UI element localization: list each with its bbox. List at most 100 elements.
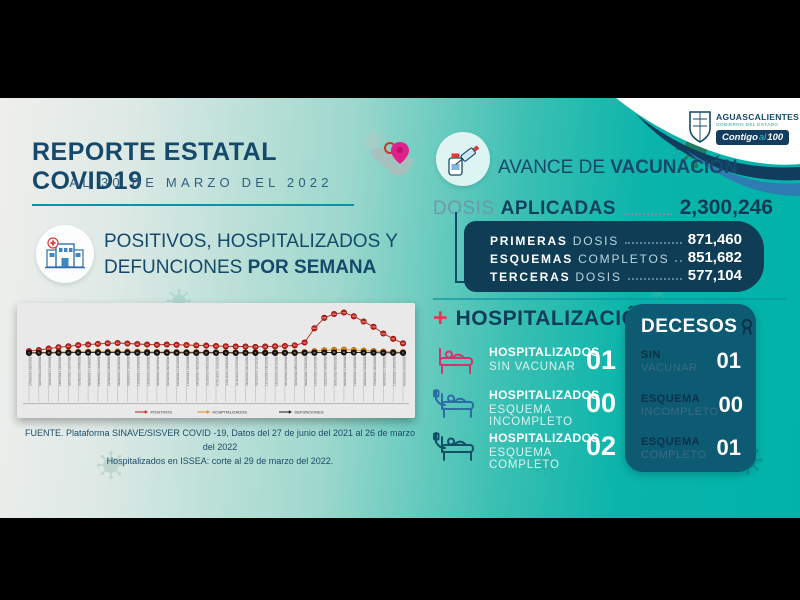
svg-text:15/08/2021-21/08/2021: 15/08/2021-21/08/2021: [97, 355, 101, 386]
mexico-map-pin-icon: [370, 142, 414, 176]
svg-text:27/02/2022-05/03/2022: 27/02/2022-05/03/2022: [373, 355, 377, 386]
svg-text:20/02/2022-26/02/2022: 20/02/2022-26/02/2022: [363, 355, 367, 386]
doses-row-esquemas: ESQUEMAS COMPLETOS 851,682: [490, 248, 742, 266]
svg-text:430: 430: [234, 346, 238, 348]
syringe-vial-icon: [448, 145, 480, 176]
svg-text:30/01/2022-05/02/2022: 30/01/2022-05/02/2022: [333, 355, 337, 386]
dose-row-value: 851,682: [687, 249, 742, 266]
vaccination-title-regular: AVANCE DE: [498, 157, 605, 178]
bed-complete-scheme-icon: [433, 432, 474, 461]
hospitalization-row-label: HOSPITALIZADOS ESQUEMA INCOMPLETO: [489, 388, 619, 428]
dotted-leader: [625, 242, 682, 244]
page-title: REPORTE ESTATAL COVID19: [32, 138, 277, 195]
hospitalization-count: 01: [585, 345, 616, 375]
svg-text:29/08/2021-04/09/2021: 29/08/2021-04/09/2021: [117, 355, 121, 386]
svg-text:1650: 1650: [312, 328, 317, 330]
svg-text:510: 510: [293, 345, 297, 347]
svg-text:13/02/2022-19/02/2022: 13/02/2022-19/02/2022: [353, 355, 357, 386]
svg-text:18: 18: [166, 353, 169, 355]
svg-text:19: 19: [156, 353, 159, 355]
source-note: FUENTE. Plataforma SINAVE/SISVER COVID -…: [18, 426, 422, 468]
svg-text:11/07/2021-17/07/2021: 11/07/2021-17/07/2021: [48, 355, 52, 386]
vaccination-title: AVANCE DE VACUNACIÓN: [498, 157, 738, 179]
svg-text:13: 13: [205, 353, 208, 355]
svg-text:27/06/2021-03/07/2021: 27/06/2021-03/07/2021: [28, 355, 32, 386]
bed-incomplete-scheme-icon: [433, 389, 474, 418]
svg-text:20/03/2022-26/03/2022: 20/03/2022-26/03/2022: [402, 355, 406, 386]
svg-text:11: 11: [392, 353, 395, 355]
svg-text:570: 570: [86, 344, 90, 346]
svg-text:40: 40: [343, 352, 346, 354]
svg-text:410: 410: [254, 347, 258, 349]
svg-text:450: 450: [224, 346, 228, 348]
infographic-band: AGUASCALIENTES GOBIERNO DEL ESTADO Conti…: [0, 98, 800, 518]
section-title: POSITIVOS, HOSPITALIZADOS Y DEFUNCIONES …: [104, 229, 414, 281]
svg-text:16: 16: [382, 353, 385, 355]
svg-text:430: 430: [263, 346, 267, 348]
svg-text:2100: 2100: [361, 321, 366, 323]
svg-text:18/07/2021-24/07/2021: 18/07/2021-24/07/2021: [58, 355, 62, 386]
svg-text:570: 570: [165, 344, 169, 346]
doses-total-value: 2,300,246: [679, 196, 773, 219]
dose-row-value: 577,104: [687, 267, 742, 284]
svg-text:16: 16: [175, 353, 178, 355]
svg-text:470: 470: [214, 346, 218, 348]
dotted-leader: [623, 213, 672, 215]
dose-row-label: COMPLETOS: [578, 252, 670, 266]
svg-text:31/10/2021-06/11/2021: 31/10/2021-06/11/2021: [206, 355, 210, 386]
svg-text:9: 9: [265, 353, 267, 355]
deaths-row: SIN VACUNAR 01: [641, 348, 741, 374]
svg-text:30: 30: [323, 352, 326, 354]
svg-text:28: 28: [362, 352, 365, 354]
weekly-chart: 27/06/2021-03/07/2021 04/07/2021-10/07/20…: [17, 303, 415, 418]
svg-text:450: 450: [67, 346, 71, 348]
doses-applied-row: DOSIS APLICADAS 2,300,246: [433, 196, 773, 220]
svg-text:24/10/2021-30/10/2021: 24/10/2021-30/10/2021: [196, 355, 200, 386]
svg-text:28/11/2021-04/12/2021: 28/11/2021-04/12/2021: [245, 355, 249, 386]
svg-text:9: 9: [275, 353, 277, 355]
svg-text:520: 520: [76, 345, 80, 347]
svg-text:10: 10: [294, 353, 297, 355]
svg-text:05/09/2021-11/09/2021: 05/09/2021-11/09/2021: [127, 355, 131, 386]
svg-text:430: 430: [244, 346, 248, 348]
svg-text:12/12/2021-18/12/2021: 12/12/2021-18/12/2021: [265, 355, 269, 386]
corner-wave-decoration: [616, 98, 800, 196]
svg-text:10: 10: [235, 353, 238, 355]
svg-text:650: 650: [106, 343, 110, 345]
svg-text:25: 25: [126, 352, 129, 354]
section-title-line2: DEFUNCIONES: [104, 257, 243, 278]
vaccine-icon-circle: [436, 132, 490, 186]
svg-text:490: 490: [204, 345, 208, 347]
svg-text:670: 670: [116, 343, 120, 345]
section-divider: [433, 298, 787, 300]
doses-row-terceras: TERCERAS DOSIS 577,104: [490, 266, 742, 284]
svg-text:15: 15: [185, 353, 188, 355]
state-coat-of-arms-icon: [689, 111, 711, 143]
logo-state-name: AGUASCALIENTES: [716, 112, 800, 122]
svg-text:22: 22: [372, 353, 375, 355]
svg-text:17/10/2021-23/10/2021: 17/10/2021-23/10/2021: [186, 355, 190, 386]
svg-text:570: 570: [145, 344, 149, 346]
svg-text:26: 26: [87, 352, 90, 354]
svg-text:28: 28: [107, 352, 110, 354]
svg-text:02/01/2022-08/01/2022: 02/01/2022-08/01/2022: [294, 355, 298, 386]
hospitalization-row-line1: HOSPITALIZADOS: [489, 431, 600, 445]
svg-text:12/09/2021-18/09/2021: 12/09/2021-18/09/2021: [137, 355, 141, 386]
deaths-panel: DECESOS SIN VACUNAR 01 ESQUEMA INCOMPLETO …: [625, 304, 756, 472]
svg-text:04/07/2021-10/07/2021: 04/07/2021-10/07/2021: [38, 355, 42, 386]
svg-text:650: 650: [401, 343, 405, 345]
bed-unvaccinated-icon: [439, 348, 473, 374]
svg-text:2700: 2700: [342, 312, 347, 314]
doses-label: DOSIS: [433, 198, 495, 219]
source-line1: FUENTE. Plataforma SINAVE/SISVER COVID -…: [24, 428, 415, 452]
section-title-line1: POSITIVOS, HOSPITALIZADOS Y: [104, 231, 398, 252]
svg-text:550: 550: [175, 345, 179, 347]
dotted-leader: [627, 278, 682, 280]
logo-government-label: GOBIERNO DEL ESTADO: [716, 122, 779, 127]
hospitalization-header: + HOSPITALIZACIÓN: [433, 306, 654, 331]
svg-text:19/12/2021-25/12/2021: 19/12/2021-25/12/2021: [274, 355, 278, 386]
title-divider: [32, 204, 354, 206]
dotted-leader: [675, 260, 682, 262]
svg-text:19/09/2021-25/09/2021: 19/09/2021-25/09/2021: [146, 355, 150, 386]
dose-row-label-bold: TERCERAS: [490, 270, 571, 284]
